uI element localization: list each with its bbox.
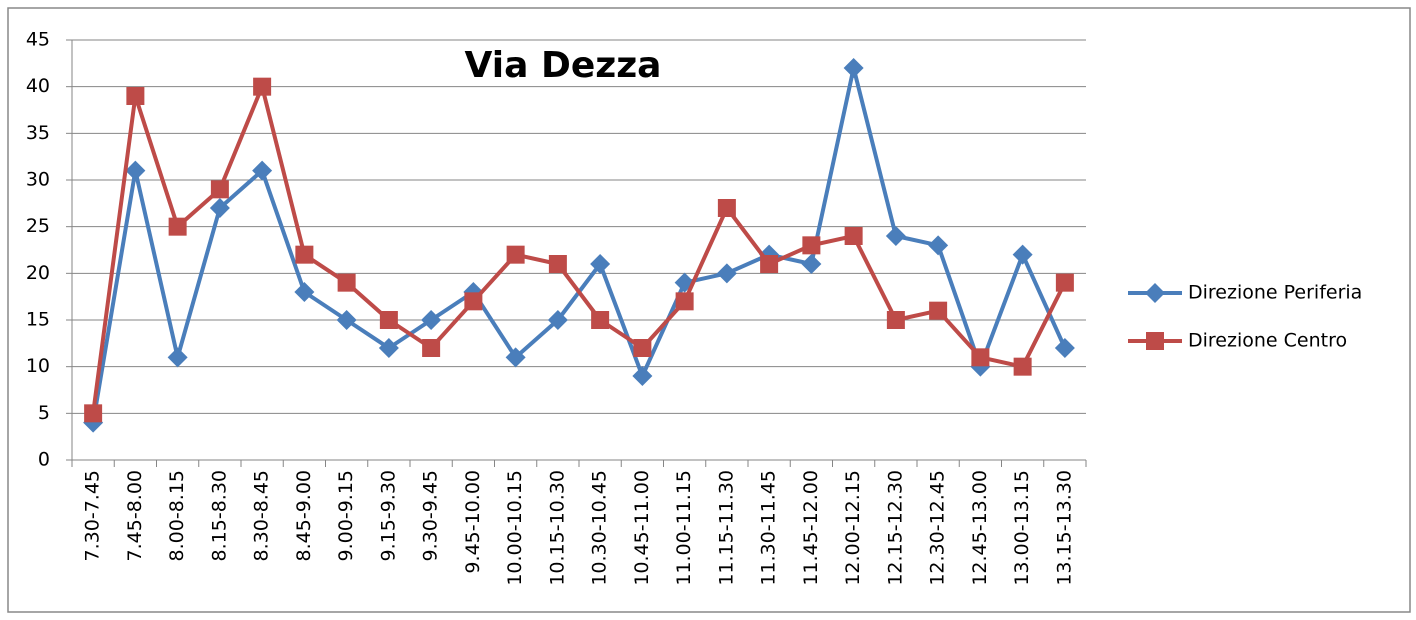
chart-frame [7, 7, 1411, 613]
data-point [378, 338, 399, 358]
x-tick-label: 10.45-11.00 [631, 470, 653, 586]
y-tick-label: 0 [38, 449, 50, 471]
x-tick-label: 12.30-12.45 [927, 470, 949, 586]
data-point [84, 404, 103, 423]
data-point [802, 236, 821, 255]
data-point [253, 77, 272, 96]
y-tick-label: 20 [26, 262, 50, 284]
x-tick-label: 10.30-10.45 [589, 470, 611, 586]
x-tick-label: 8.30-8.45 [251, 470, 273, 561]
data-point [801, 254, 822, 274]
legend-label: Direzione Periferia [1188, 282, 1362, 304]
x-tick-label: 9.15-9.30 [377, 470, 399, 561]
y-tick-label: 30 [26, 169, 50, 191]
data-point [464, 292, 483, 311]
data-point [252, 160, 273, 181]
data-point [506, 245, 525, 264]
x-tick-label: 11.00-11.15 [673, 470, 695, 586]
y-tick-label: 10 [26, 355, 50, 377]
y-tick-label: 40 [26, 75, 50, 97]
x-tick-label: 11.30-11.45 [758, 470, 780, 586]
y-tick-label: 25 [26, 215, 50, 237]
y-tick-label: 15 [26, 309, 50, 331]
data-point [505, 347, 526, 368]
data-point [971, 348, 990, 367]
x-tick-label: 10.00-10.15 [504, 470, 526, 586]
x-tick-label: 9.45-10.00 [462, 470, 484, 574]
data-point [548, 255, 567, 273]
data-point [843, 58, 864, 78]
data-point [717, 199, 736, 217]
y-tick-label: 5 [38, 402, 50, 424]
data-point [590, 254, 611, 274]
data-point [294, 282, 315, 302]
data-point [547, 310, 568, 330]
x-tick-label: 12.00-12.15 [842, 470, 864, 586]
data-point [209, 198, 230, 218]
data-point [295, 245, 314, 264]
x-tick-label: 9.30-9.45 [420, 470, 442, 561]
data-point [1012, 244, 1033, 265]
data-point [167, 347, 188, 368]
x-tick-label: 12.45-13.00 [969, 470, 991, 586]
data-point [716, 263, 737, 284]
data-point [422, 339, 441, 357]
y-tick-label: 45 [26, 29, 50, 51]
x-tick-label: 11.15-11.30 [715, 470, 737, 586]
x-tick-label: 12.15-12.30 [884, 470, 906, 586]
legend-marker [1146, 332, 1164, 350]
data-point [126, 87, 145, 105]
chart-title: Via Dezza [465, 45, 662, 86]
data-point [929, 301, 948, 320]
data-point [591, 311, 610, 329]
x-tick-label: 8.00-8.15 [166, 470, 188, 561]
x-tick-label: 7.30-7.45 [82, 470, 104, 561]
data-point [125, 160, 146, 181]
data-point [633, 339, 652, 357]
data-point [844, 227, 863, 245]
data-point [1055, 273, 1074, 292]
legend-label: Direzione Centro [1188, 330, 1347, 352]
data-point [632, 366, 653, 386]
data-point [337, 273, 356, 292]
x-tick-label: 11.45-12.00 [800, 470, 822, 586]
x-tick-label: 8.15-8.30 [208, 470, 230, 561]
data-point [336, 310, 357, 330]
x-tick-label: 13.00-13.15 [1011, 470, 1033, 586]
legend-marker [1145, 283, 1165, 303]
x-tick-label: 10.15-10.30 [546, 470, 568, 586]
data-point [675, 292, 694, 311]
data-point [760, 255, 779, 273]
y-tick-label: 35 [26, 122, 50, 144]
data-point [928, 235, 949, 256]
x-tick-label: 9.00-9.15 [335, 470, 357, 561]
x-tick-label: 13.15-13.30 [1053, 470, 1075, 586]
data-point [1054, 338, 1075, 358]
data-point [168, 217, 187, 236]
x-tick-label: 7.45-8.00 [124, 470, 146, 561]
data-point [210, 180, 229, 199]
x-tick-label: 8.45-9.00 [293, 470, 315, 561]
data-point [885, 226, 906, 246]
data-point [379, 311, 398, 329]
data-point [1013, 357, 1032, 376]
data-point [886, 311, 905, 329]
data-point [421, 310, 442, 330]
